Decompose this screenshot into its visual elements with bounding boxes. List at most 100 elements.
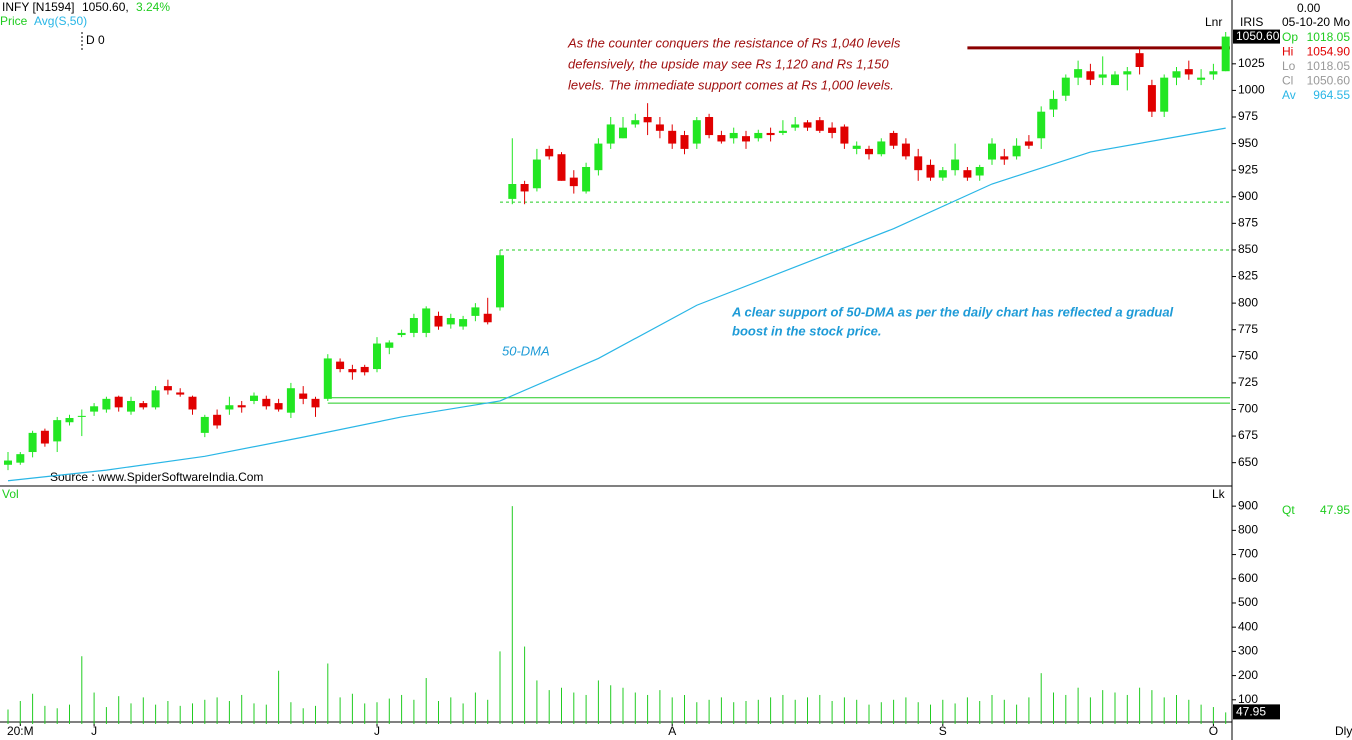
vol-label: Vol: [2, 487, 19, 501]
candle-body: [619, 127, 627, 139]
indicator: Price: [0, 14, 28, 28]
y-tick-label: 725: [1238, 375, 1258, 389]
candle-body: [877, 141, 886, 155]
candle-body: [483, 313, 492, 323]
y-tick-label: 775: [1238, 322, 1258, 336]
y-tick-label: 800: [1238, 523, 1258, 537]
candle-body: [914, 156, 923, 171]
candle-body: [311, 398, 320, 408]
info-label: Av: [1282, 88, 1296, 102]
y-tick-label: 975: [1238, 109, 1258, 123]
last-volume-box: [1233, 704, 1280, 720]
y-tick-label: 700: [1238, 402, 1258, 416]
candle-body: [299, 393, 308, 399]
candle-body: [434, 315, 443, 327]
candle-body: [151, 390, 160, 408]
candle-body: [471, 307, 480, 316]
candle-body: [742, 136, 750, 142]
annotation: defensively, the upside may see Rs 1,120…: [568, 56, 889, 71]
y-tick-label: 950: [1238, 136, 1258, 150]
candle-body: [901, 143, 910, 157]
candle-body: [200, 416, 209, 433]
candle-body: [4, 460, 12, 465]
candle-body: [385, 342, 394, 348]
candle-body: [1123, 71, 1132, 75]
candle-body: [766, 132, 775, 136]
candle-body: [889, 132, 898, 146]
candle-body: [496, 255, 504, 308]
candle-body: [77, 415, 86, 417]
y-tick-label: 900: [1238, 189, 1258, 203]
candle-body: [127, 400, 135, 412]
y-tick-label: 875: [1238, 216, 1258, 230]
candle-body: [1000, 156, 1009, 160]
candle-body: [631, 120, 640, 125]
candle-body: [422, 308, 431, 333]
candle-body: [532, 159, 541, 189]
candle-body: [286, 388, 295, 413]
candle-body: [1147, 85, 1156, 112]
candle-body: [692, 120, 701, 144]
candle-body: [545, 148, 554, 157]
x-tick-label: O: [1209, 724, 1218, 738]
x-tick-label: 20:M: [7, 724, 34, 738]
candle-body: [655, 124, 664, 131]
candle-body: [606, 124, 615, 144]
candle-body: [409, 318, 418, 333]
y-tick-label: 925: [1238, 162, 1258, 176]
candle-body: [975, 166, 984, 176]
y-tick-label: 100: [1238, 692, 1258, 706]
candle-body: [951, 159, 960, 171]
candle-body: [225, 405, 234, 410]
candle-body: [1074, 69, 1083, 78]
candle-body: [791, 124, 800, 128]
info-name: IRIS: [1240, 15, 1263, 29]
annotation: A clear support of 50-DMA as per the dai…: [731, 304, 1174, 319]
candle-body: [865, 148, 873, 155]
candle-body: [1184, 69, 1193, 75]
annotation: As the counter conquers the resistance o…: [567, 35, 901, 50]
info-date: 05-10-20 Mo: [1282, 15, 1350, 29]
candle-body: [323, 358, 332, 399]
ma-name: 50-DMA: [502, 343, 550, 358]
candle-body: [840, 126, 849, 144]
last-volume-label: 47.95: [1236, 705, 1266, 719]
info-label: Hi: [1282, 45, 1293, 59]
candle-body: [557, 154, 566, 181]
candle-body: [1197, 77, 1206, 80]
candle-body: [250, 395, 258, 401]
candle-body: [459, 319, 468, 327]
y-tick-label: 825: [1238, 269, 1258, 283]
y-tick-label: 900: [1238, 498, 1258, 512]
qt-label: Qt: [1282, 503, 1295, 517]
candle-body: [237, 405, 246, 408]
candle-body: [1086, 71, 1095, 80]
candle-body: [815, 120, 824, 131]
y-tick-label: 850: [1238, 242, 1258, 256]
candle-body: [963, 170, 972, 178]
candle-body: [373, 343, 381, 370]
candle-body: [176, 392, 185, 395]
candle-body: [28, 432, 37, 453]
candle-body: [1012, 145, 1021, 157]
info-value: 1018.05: [1307, 30, 1351, 44]
candle-body: [1209, 71, 1218, 75]
price: 1050.60,: [82, 0, 129, 14]
y-tick-label: 700: [1238, 547, 1258, 561]
candle-body: [668, 130, 677, 144]
candle-body: [53, 420, 62, 442]
candle-body: [1024, 141, 1033, 146]
y-tick-label: 750: [1238, 348, 1258, 362]
y-tick-label: 1000: [1238, 83, 1265, 97]
candle-body: [188, 396, 197, 410]
source: Source : www.SpiderSoftwareIndia.Com: [50, 470, 263, 484]
last-price-label: 1050.60: [1236, 29, 1280, 43]
annotation: levels. The immediate support comes at R…: [568, 77, 894, 92]
y-tick-label: 1025: [1238, 56, 1265, 70]
y-tick-label: 675: [1238, 428, 1258, 442]
candle-body: [926, 164, 935, 178]
candle-body: [705, 116, 714, 136]
candle-body: [1037, 111, 1046, 139]
